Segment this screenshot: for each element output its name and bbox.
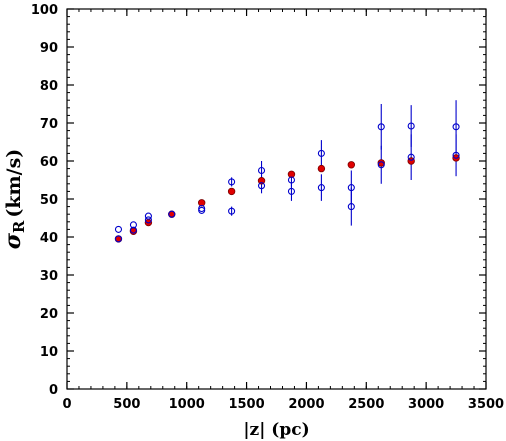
data-point-open-blue xyxy=(452,123,460,131)
data-point-filled-red xyxy=(227,187,236,196)
data-point-open-blue xyxy=(377,123,385,131)
y-tick-label: 60 xyxy=(40,155,58,170)
data-point-filled-red xyxy=(197,199,206,207)
y-axis-title-symbol: σ xyxy=(0,232,26,249)
data-point-filled-red xyxy=(347,161,356,169)
data-point-open-blue xyxy=(257,166,266,175)
y-tick-label: 10 xyxy=(40,345,58,360)
x-tick-label: 3500 xyxy=(468,397,504,412)
x-tick-label: 500 xyxy=(113,397,140,412)
data-point-open-blue xyxy=(347,184,355,192)
data-point-open-blue xyxy=(198,204,206,213)
y-axis-title-units: (km/s) xyxy=(3,149,25,218)
data-point-open-blue xyxy=(114,225,123,233)
data-point-open-blue xyxy=(129,226,137,234)
y-tick-label: 40 xyxy=(40,231,58,246)
x-tick-label: 3000 xyxy=(408,397,444,412)
data-point-filled-red xyxy=(257,177,266,185)
y-tick-label: 70 xyxy=(40,117,58,132)
data-point-open-blue xyxy=(129,221,137,229)
data-point-open-blue xyxy=(257,182,266,190)
data-point-open-blue xyxy=(452,151,460,159)
data-point-open-blue xyxy=(317,184,325,192)
x-tick-labels: 0 500 1000 1500 2000 2500 3000 3500 xyxy=(62,397,504,412)
y-tick-labels: 0 10 20 30 40 50 60 70 80 90 100 xyxy=(31,3,58,398)
data-markers xyxy=(114,122,460,243)
axis-ticks xyxy=(66,8,487,390)
data-point-open-blue xyxy=(144,212,152,220)
data-point-open-blue xyxy=(287,176,296,184)
x-tick-label: 2000 xyxy=(288,397,324,412)
data-point-open-blue xyxy=(377,161,385,169)
x-tick-label: 2500 xyxy=(348,397,384,412)
data-point-open-blue xyxy=(144,216,152,224)
y-tick-label: 80 xyxy=(40,79,58,94)
data-point-open-blue xyxy=(114,235,123,243)
data-point-open-blue xyxy=(407,153,415,161)
x-tick-label: 1500 xyxy=(228,397,264,412)
data-point-filled-red xyxy=(287,170,296,178)
data-point-open-blue xyxy=(317,149,325,157)
data-point-open-blue xyxy=(228,207,236,215)
data-point-filled-red xyxy=(317,164,326,173)
y-tick-label: 30 xyxy=(40,269,58,284)
y-axis-title: σR (km/s) xyxy=(0,149,28,250)
x-axis-title: |z| (pc) xyxy=(243,420,309,440)
data-point-open-blue xyxy=(407,122,415,130)
x-tick-label: 1000 xyxy=(169,397,205,412)
y-tick-label: 90 xyxy=(40,41,58,56)
data-point-open-blue xyxy=(347,203,355,211)
data-point-open-blue xyxy=(168,210,176,218)
y-tick-label: 20 xyxy=(40,307,58,322)
data-point-open-blue xyxy=(198,206,206,214)
data-point-open-blue xyxy=(228,178,236,186)
y-tick-label: 100 xyxy=(31,3,58,18)
error-bars xyxy=(231,100,457,226)
y-tick-label: 50 xyxy=(40,193,58,208)
y-axis-title-subscript: R xyxy=(10,220,28,233)
data-point-open-blue xyxy=(287,187,296,195)
y-tick-label: 0 xyxy=(49,383,58,398)
data-point-filled-red xyxy=(377,159,385,167)
x-tick-label: 0 xyxy=(62,397,71,412)
plot-frame xyxy=(66,8,487,390)
